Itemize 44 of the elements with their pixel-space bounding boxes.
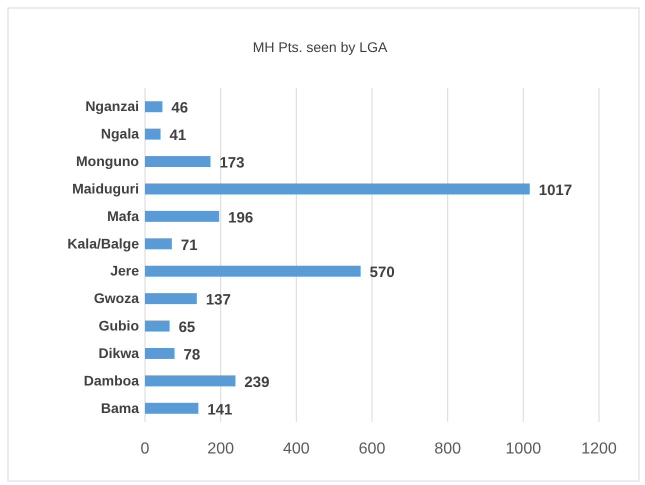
x-tick-label: 800	[434, 440, 462, 458]
x-tick-label: 0	[140, 440, 150, 458]
x-tick-label: 400	[282, 440, 310, 458]
y-tick-label: Ngala	[100, 126, 140, 142]
data-label: 78	[184, 346, 200, 364]
bar	[145, 183, 530, 194]
y-tick-label: Gubio	[98, 318, 139, 334]
data-label: 41	[170, 127, 186, 144]
y-tick-label: Dikwa	[98, 344, 140, 361]
data-label: 65	[178, 319, 196, 336]
bar	[145, 402, 198, 414]
data-label: 71	[180, 236, 198, 254]
data-label: 196	[228, 209, 254, 226]
y-tick-label: Mafa	[107, 208, 140, 224]
data-label: 141	[207, 401, 232, 418]
bar	[145, 348, 175, 359]
data-label: 239	[244, 374, 270, 391]
x-tick-label: 1200	[581, 440, 617, 458]
data-label: 1017	[538, 182, 572, 199]
bar	[145, 320, 170, 332]
bar	[145, 156, 210, 168]
x-tick-label: 200	[207, 440, 234, 458]
y-tick-label: Maiduguri	[72, 180, 139, 196]
y-tick-label: Damboa	[84, 372, 140, 388]
y-tick-label: Jere	[110, 262, 140, 279]
y-tick-label: Nganzai	[85, 98, 139, 114]
bar	[145, 128, 161, 140]
data-label: 46	[171, 100, 188, 117]
chart-title: MH Pts. seen by LGA	[252, 39, 388, 55]
bar	[145, 101, 162, 112]
x-tick-label: 1000	[506, 440, 542, 458]
bar	[145, 293, 197, 304]
bar	[145, 266, 361, 277]
bar	[145, 238, 172, 250]
data-label: 173	[219, 154, 244, 172]
x-tick-label: 600	[358, 440, 386, 458]
y-tick-label: Monguno	[76, 153, 139, 170]
bar	[145, 375, 236, 386]
y-tick-label: Kala/Balge	[67, 235, 140, 252]
data-label: 570	[370, 264, 395, 282]
bar	[145, 210, 220, 222]
y-tick-label: Bama	[100, 400, 140, 416]
data-label: 137	[206, 292, 231, 309]
y-tick-label: Gwoza	[94, 290, 140, 306]
